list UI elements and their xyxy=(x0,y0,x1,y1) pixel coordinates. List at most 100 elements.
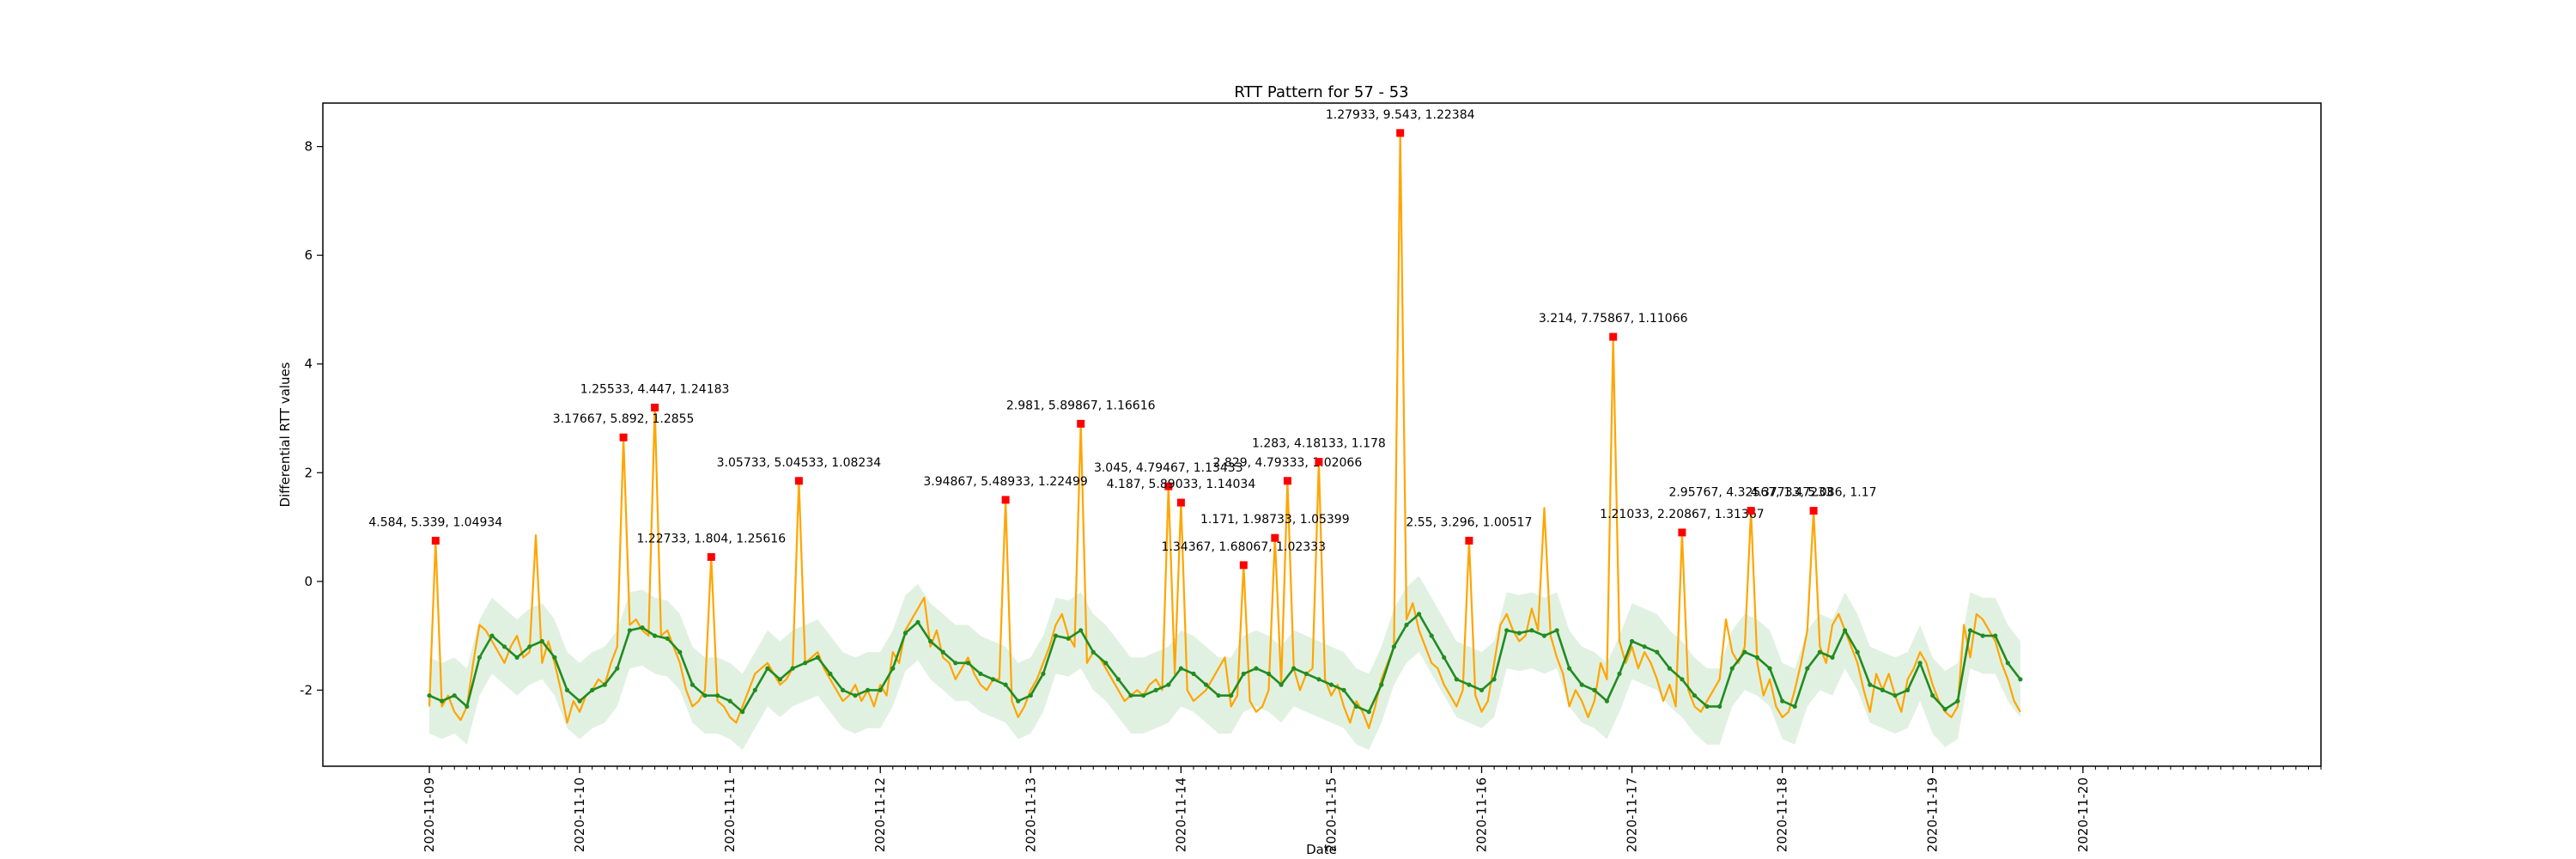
anomaly-marker xyxy=(1747,507,1755,515)
smoothed-point xyxy=(1128,693,1133,698)
smoothed-point xyxy=(1153,687,1158,693)
smoothed-point xyxy=(1805,666,1810,671)
smoothed-point xyxy=(590,687,595,693)
smoothed-point xyxy=(1642,644,1647,649)
smoothed-point xyxy=(1266,671,1272,677)
smoothed-point xyxy=(1404,622,1409,628)
x-tick-label: 2020-11-16 xyxy=(1474,777,1490,852)
smoothed-point xyxy=(890,666,896,671)
anomaly-label: 4.37733, 5.086, 1.17 xyxy=(1751,486,1877,500)
smoothed-point xyxy=(1955,698,1960,704)
anomaly-label: 3.045, 4.79467, 1.13433 xyxy=(1094,461,1243,475)
smoothed-point xyxy=(1016,698,1021,704)
smoothed-point xyxy=(1391,644,1396,649)
smoothed-point xyxy=(790,666,795,671)
x-tick-label: 2020-11-09 xyxy=(422,777,437,852)
smoothed-point xyxy=(1303,671,1309,677)
smoothed-point xyxy=(1742,649,1747,655)
smoothed-point xyxy=(1467,682,1472,687)
smoothed-point xyxy=(1830,655,1835,661)
smoothed-point xyxy=(1843,628,1848,633)
smoothed-series-layer xyxy=(427,612,2023,715)
anomaly-label: 1.25533, 4.447, 1.24183 xyxy=(580,382,730,396)
smoothed-point xyxy=(1604,698,1609,704)
smoothed-rtt-line xyxy=(428,612,2021,714)
anomaly-marker xyxy=(1001,496,1010,504)
smoothed-point xyxy=(1704,704,1710,710)
smoothed-point xyxy=(1967,628,1973,633)
smoothed-point xyxy=(878,687,883,693)
anomaly-marker xyxy=(1315,458,1323,466)
smoothed-point xyxy=(1817,649,1822,655)
smoothed-point xyxy=(1780,698,1785,704)
smoothed-point xyxy=(928,638,933,644)
y-tick-label: 4 xyxy=(304,356,313,372)
smoothed-point xyxy=(1454,677,1459,682)
anomaly-label: 4.187, 5.89033, 1.14034 xyxy=(1107,478,1256,491)
anomaly-marker xyxy=(1396,129,1405,137)
smoothed-point xyxy=(1166,682,1171,687)
smoothed-point xyxy=(514,655,519,661)
smoothed-point xyxy=(866,687,871,693)
y-tick-label: 0 xyxy=(304,574,313,589)
anomaly-label: 2.95767, 4.32567, 1.47233 xyxy=(1668,486,1832,500)
smoothed-point xyxy=(1229,693,1234,698)
smoothed-point xyxy=(777,677,783,682)
anomaly-marker xyxy=(1465,536,1473,545)
smoothed-point xyxy=(1516,631,1522,636)
anomaly-marker xyxy=(1678,528,1686,537)
smoothed-point xyxy=(1354,704,1359,710)
smoothed-point xyxy=(1241,671,1246,677)
x-axis-label: Date xyxy=(1306,842,1337,857)
anomaly-marker xyxy=(1239,561,1248,570)
smoothed-point xyxy=(1541,633,1547,638)
smoothed-point xyxy=(1680,677,1685,682)
smoothed-point xyxy=(1429,633,1434,638)
smoothed-point xyxy=(1667,666,1672,671)
anomaly-label: 2.829, 4.79333, 1.02066 xyxy=(1213,456,1363,470)
smoothed-point xyxy=(1504,628,1510,633)
smoothed-point xyxy=(1729,666,1735,671)
smoothed-point xyxy=(1893,693,1898,698)
y-tick-label: 2 xyxy=(304,465,313,480)
smoothed-point xyxy=(1417,612,1422,617)
smoothed-point xyxy=(815,655,820,661)
smoothed-point xyxy=(552,655,557,661)
smoothed-point xyxy=(1203,682,1209,687)
anomaly-label: 1.171, 1.98733, 1.05399 xyxy=(1200,513,1350,527)
smoothed-point xyxy=(1692,693,1698,698)
smoothed-point xyxy=(539,638,544,644)
smoothed-point xyxy=(1754,655,1760,661)
anomaly-marker xyxy=(619,433,628,442)
x-tick-label: 2020-11-20 xyxy=(2075,777,2091,852)
y-tick-label: -2 xyxy=(300,682,313,698)
smoothed-point xyxy=(1379,682,1384,687)
x-tick-label: 2020-11-12 xyxy=(872,777,888,852)
smoothed-point xyxy=(640,625,645,631)
anomaly-marker-layer: 4.584, 5.339, 1.04934 3.17667, 5.892, 1.2… xyxy=(368,108,1877,570)
smoothed-point xyxy=(1717,704,1722,710)
anomaly-label: 2.55, 3.296, 1.00517 xyxy=(1406,515,1532,529)
smoothed-point xyxy=(1855,649,1860,655)
smoothed-point xyxy=(602,682,607,687)
smoothed-point xyxy=(1041,671,1046,677)
x-tick-label: 2020-11-17 xyxy=(1625,777,1640,852)
smoothed-point xyxy=(1592,687,1597,693)
smoothed-point xyxy=(765,666,770,671)
smoothed-point xyxy=(1479,687,1485,693)
anomaly-marker xyxy=(794,477,803,485)
smoothed-point xyxy=(1028,693,1033,698)
smoothed-point xyxy=(1141,693,1146,698)
smoothed-point xyxy=(828,671,833,677)
anomaly-label: 3.17667, 5.892, 1.2855 xyxy=(553,412,695,426)
smoothed-point xyxy=(627,628,633,633)
smoothed-point xyxy=(1178,666,1183,671)
anomaly-label: 2.981, 5.89867, 1.16616 xyxy=(1006,399,1156,412)
x-tick-label: 2020-11-18 xyxy=(1775,777,1790,852)
smoothed-point xyxy=(1880,687,1885,693)
anomaly-marker xyxy=(651,403,659,411)
smoothed-point xyxy=(1655,649,1660,655)
smoothed-point xyxy=(1767,666,1772,671)
anomaly-marker xyxy=(1609,332,1618,341)
